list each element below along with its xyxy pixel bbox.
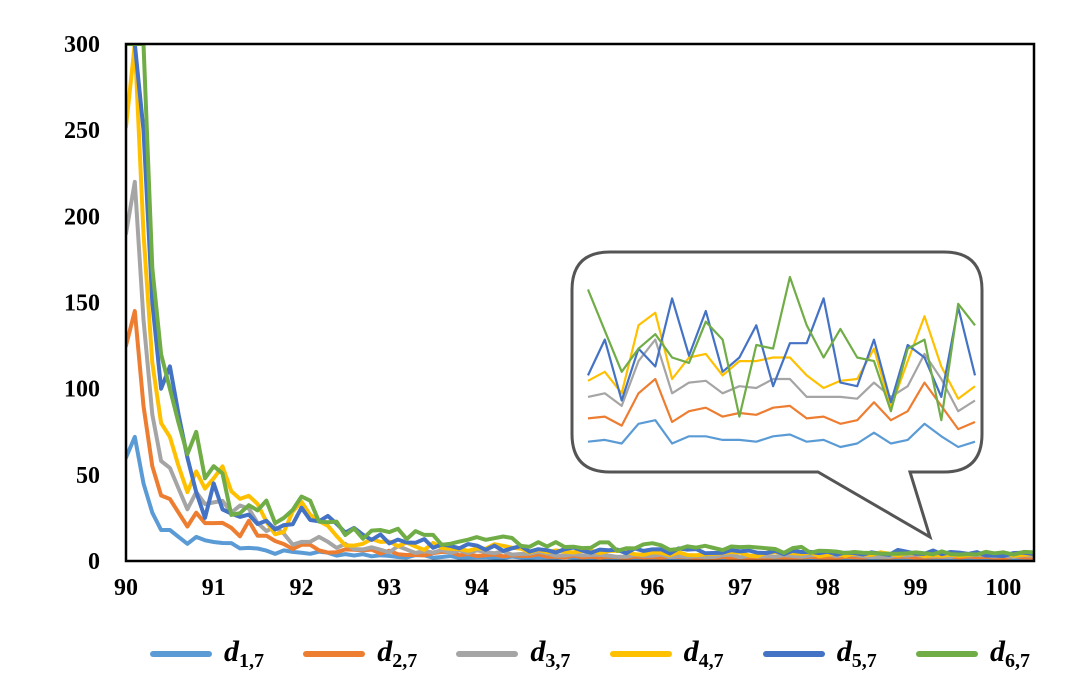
plot-area-frame — [124, 42, 1036, 563]
x-tick-label: 91 — [202, 575, 226, 601]
x-tick-label: 90 — [114, 575, 138, 601]
legend-item-d6-7: d6,7 — [915, 635, 1030, 673]
axis-layer: 0 50 100 150 200 250 300 90 91 92 93 94 95 96 97 98 99 10… — [64, 32, 1021, 601]
y-tick-label: 250 — [64, 118, 100, 144]
x-tick-label: 97 — [728, 575, 752, 601]
legend-swatch — [456, 651, 519, 657]
legend-label: d6,7 — [989, 635, 1030, 672]
legend-label: d2,7 — [377, 635, 418, 672]
legend-label: d1,7 — [224, 635, 264, 672]
legend-label: d5,7 — [836, 635, 877, 672]
y-tick-label: 100 — [64, 377, 100, 403]
inset-line-d3-7 — [587, 338, 976, 413]
legend-swatch — [303, 651, 366, 657]
chart-legend: d1,7 d2,7 d3,7 d4,7 d5,7 d6,7 — [150, 632, 1030, 676]
legend-swatch — [150, 651, 212, 657]
x-tick-label: 92 — [289, 575, 313, 601]
legend-swatch — [915, 651, 978, 657]
y-tick-label: 0 — [88, 549, 100, 575]
y-tick-label: 200 — [64, 204, 100, 230]
legend-item-d5-7: d5,7 — [762, 635, 877, 673]
legend-item-d3-7: d3,7 — [456, 635, 570, 673]
x-tick-label: 94 — [465, 575, 489, 601]
x-tick-label: 96 — [640, 575, 664, 601]
x-tick-label: 99 — [904, 575, 928, 601]
y-tick-label: 150 — [64, 291, 100, 317]
inset-line-d1-7 — [587, 419, 976, 449]
inset-callout-bubble — [570, 250, 984, 541]
legend-label: d4,7 — [683, 635, 724, 672]
legend-item-d4-7: d4,7 — [609, 635, 724, 673]
y-tick-label: 300 — [64, 32, 100, 58]
legend-swatch — [609, 651, 672, 657]
y-tick-label: 50 — [76, 463, 100, 489]
legend-swatch — [762, 651, 825, 657]
legend-label: d3,7 — [530, 635, 571, 672]
x-tick-label: 95 — [553, 575, 577, 601]
legend-item-d2-7: d2,7 — [303, 635, 417, 673]
line-chart: 0 50 100 150 200 250 300 90 91 92 93 94 95 96 97 98 99 10… — [64, 32, 1036, 601]
inset-line-d2-7 — [587, 377, 976, 431]
x-tick-label: 100 — [985, 575, 1021, 601]
series-layer — [126, 44, 1034, 561]
inset-line-d6-7 — [586, 275, 976, 422]
legend-item-d1-7: d1,7 — [150, 635, 264, 673]
x-tick-label: 93 — [377, 575, 401, 601]
inset-zoom-callout — [570, 250, 984, 541]
x-tick-label: 98 — [816, 575, 840, 601]
series-line-d6-7 — [126, 44, 1034, 557]
inset-line-d4-7 — [587, 311, 976, 409]
